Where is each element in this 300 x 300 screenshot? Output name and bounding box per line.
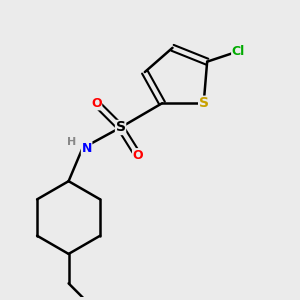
Text: O: O [133,149,143,162]
Text: N: N [81,142,92,155]
Text: H: H [67,137,76,147]
Text: Cl: Cl [232,45,245,58]
Text: S: S [116,121,126,134]
Text: O: O [91,97,102,110]
Text: S: S [199,96,209,110]
